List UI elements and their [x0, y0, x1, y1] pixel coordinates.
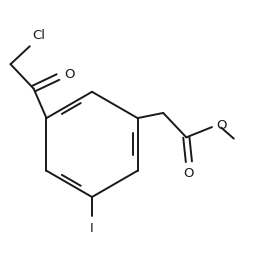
Text: Cl: Cl	[32, 29, 45, 42]
Text: O: O	[217, 118, 227, 132]
Text: O: O	[184, 167, 194, 180]
Text: I: I	[90, 222, 94, 235]
Text: O: O	[64, 68, 75, 81]
